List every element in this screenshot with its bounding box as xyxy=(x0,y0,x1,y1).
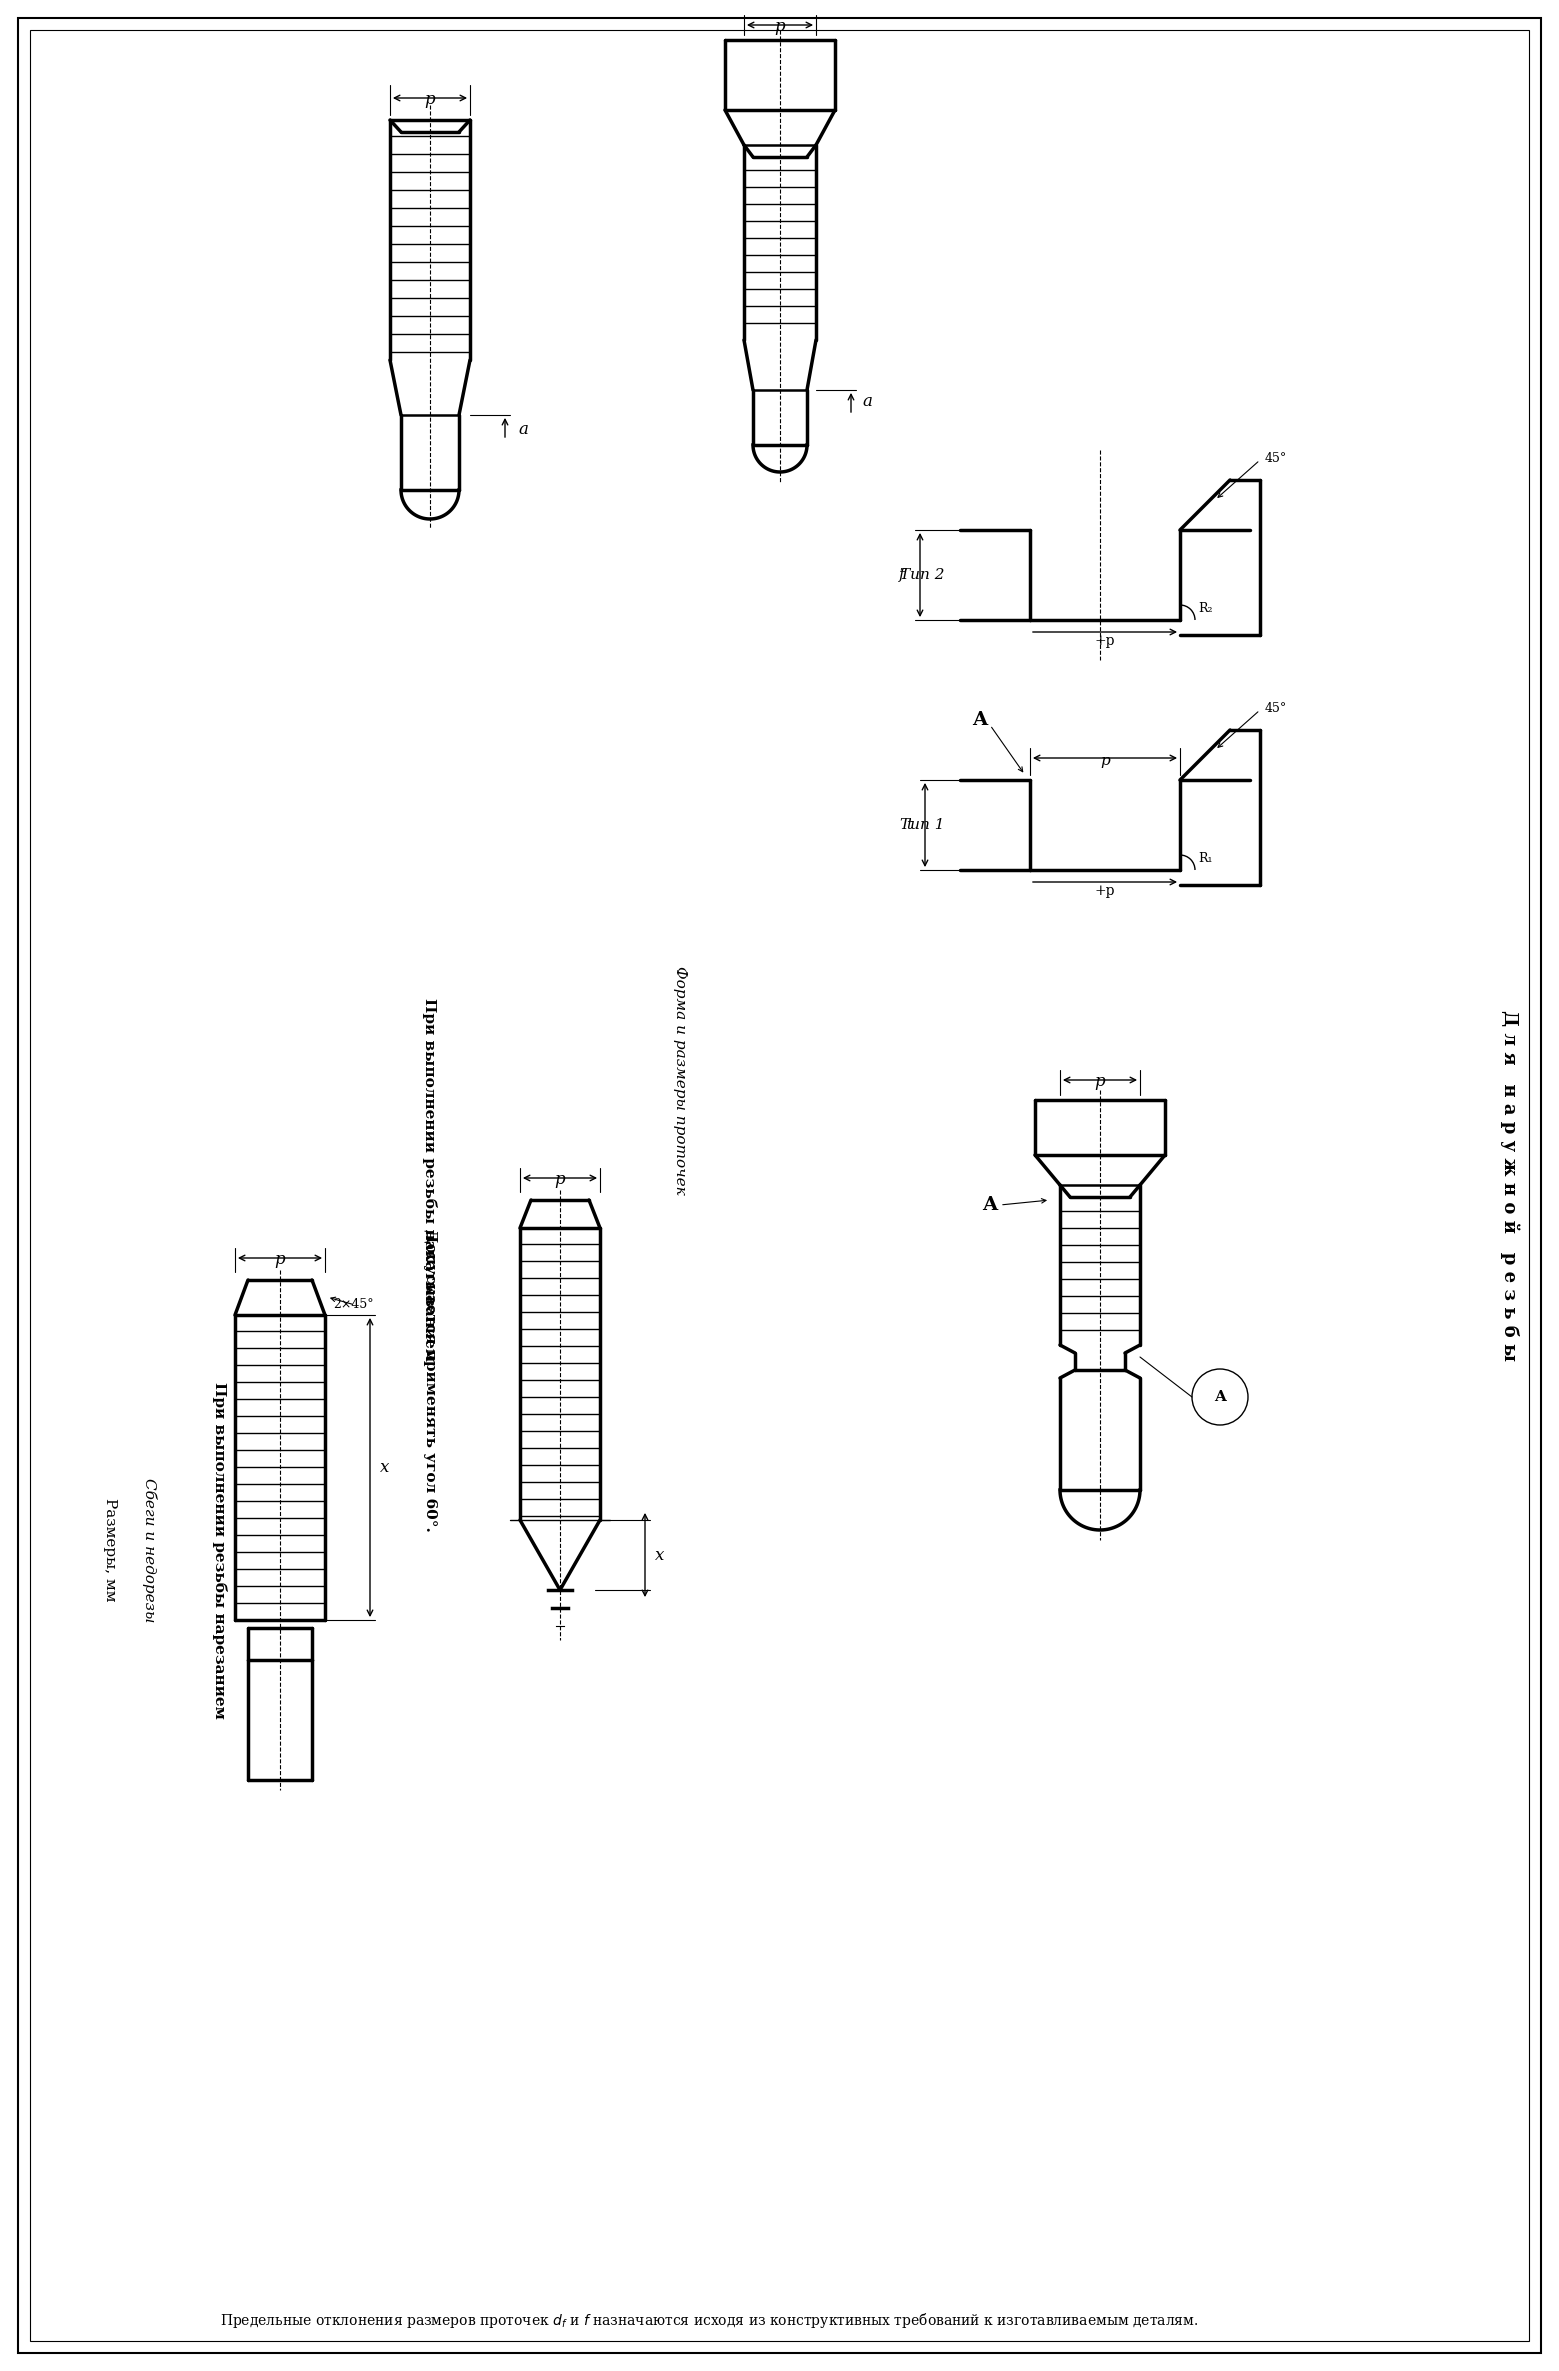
Text: Тип 1: Тип 1 xyxy=(901,818,945,832)
Text: Форма и размеры проточек: Форма и размеры проточек xyxy=(673,965,688,1195)
Text: +p: +p xyxy=(1094,884,1115,899)
Text: Сбеги и недорезы: Сбеги и недорезы xyxy=(142,1477,157,1622)
Text: A: A xyxy=(1214,1389,1225,1404)
Text: R₂: R₂ xyxy=(1197,602,1213,614)
Text: p: p xyxy=(555,1171,566,1188)
Text: p: p xyxy=(775,19,786,36)
Text: 45°: 45° xyxy=(1264,450,1288,465)
Text: t: t xyxy=(906,818,912,832)
Text: a: a xyxy=(518,422,529,439)
Text: p: p xyxy=(1101,754,1110,768)
Text: Размеры, мм: Размеры, мм xyxy=(103,1498,117,1603)
Text: a: a xyxy=(862,394,871,410)
Text: Тип 2: Тип 2 xyxy=(901,569,945,581)
Text: Предельные отклонения размеров проточек $d_f$ и $f$ назначаются исходя из констр: Предельные отклонения размеров проточек … xyxy=(220,2309,1199,2328)
Text: 45°: 45° xyxy=(1264,702,1288,714)
Text: A: A xyxy=(982,1195,998,1214)
Text: x: x xyxy=(655,1546,664,1562)
Text: Д л я   н а р у ж н о й   р е з ь б ы: Д л я н а р у ж н о й р е з ь б ы xyxy=(1500,1010,1520,1361)
Text: При выполнении резьбы нарезанием: При выполнении резьбы нарезанием xyxy=(212,1382,228,1719)
Text: p: p xyxy=(274,1252,285,1268)
Text: При выполнении резьбы накатыванием: При выполнении резьбы накатыванием xyxy=(422,998,438,1361)
Text: p: p xyxy=(424,90,435,109)
Text: Допускается применять угол 60°.: Допускается применять угол 60°. xyxy=(422,1228,437,1532)
Text: f: f xyxy=(900,569,906,581)
Text: 2×45°: 2×45° xyxy=(334,1299,374,1311)
Text: p: p xyxy=(1094,1074,1105,1091)
Text: +p: +p xyxy=(1094,633,1115,647)
Text: x: x xyxy=(380,1458,390,1475)
Text: A: A xyxy=(973,711,987,728)
Text: R₁: R₁ xyxy=(1197,851,1213,865)
